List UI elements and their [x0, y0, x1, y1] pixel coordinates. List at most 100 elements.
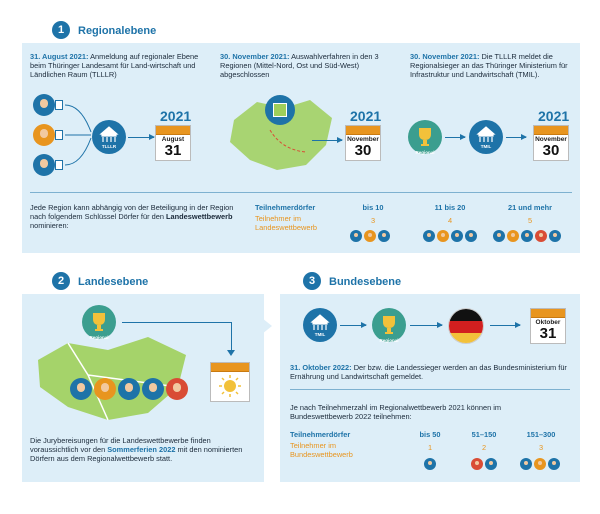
tlllr-label: TLLLR	[101, 144, 117, 149]
avatar	[548, 458, 560, 470]
key-text-post: nominieren:	[30, 221, 69, 231]
avatar	[118, 378, 140, 400]
col2-cal-month: November	[347, 136, 379, 143]
tmil-label: TMIL	[480, 144, 492, 149]
col1-year: 2021	[160, 108, 192, 124]
bracket-2: 11 bis 20	[434, 203, 466, 212]
key-text-pre: Jede Region kann abhängig von der Beteil…	[30, 203, 234, 222]
avatar	[33, 124, 55, 146]
label-teilnehmer: Teilnehmer im Landeswettbewerb	[255, 214, 318, 233]
avatar	[535, 230, 547, 242]
step-2-badge: 2	[52, 272, 70, 290]
col2-year: 2021	[350, 108, 382, 124]
bund-count-2: 2	[481, 443, 487, 452]
avatar	[549, 230, 561, 242]
section-2-title: Landesebene	[78, 276, 149, 288]
col1-cal-month: August	[161, 136, 185, 143]
arrow-icon	[128, 134, 155, 140]
tlllr-building-icon: TLLLR	[92, 120, 126, 154]
col3-desc: Die TLLLR meldet die Regionalsieger an d…	[410, 52, 568, 80]
tmil-building-icon: TMIL	[469, 120, 503, 154]
col3-year: 2021	[538, 108, 570, 124]
tmil-label: TMIL	[314, 332, 326, 337]
count-3: 5	[527, 216, 533, 225]
avatar	[471, 458, 483, 470]
arrow-down-icon	[227, 350, 235, 356]
calendar-icon: Oktober 31	[530, 308, 566, 344]
calendar-icon: November 30	[345, 125, 381, 161]
col1-desc: Anmeldung auf regionaler Ebene beim Thür…	[30, 52, 199, 80]
calendar-icon: August 31	[155, 125, 191, 161]
trophy-icon	[408, 120, 442, 154]
tmil-building-icon: TMIL	[303, 308, 337, 342]
section3-desc: Der bzw. die Landessieger werden an das …	[290, 363, 567, 382]
step-3-badge: 3	[303, 272, 321, 290]
key-text-bold: Landeswettbewerb	[165, 212, 233, 222]
avatar	[364, 230, 376, 242]
section3-cal-day: 31	[539, 325, 557, 342]
avatar	[70, 378, 92, 400]
section2-text-pre: Die Jurybereisungen für die Landeswettbe…	[30, 436, 211, 455]
trophy-icon	[372, 308, 406, 342]
avatar	[94, 378, 116, 400]
section2-text: Die Jurybereisungen für die Landeswettbe…	[30, 436, 258, 464]
section2-text-hl: Sommerferien 2022	[107, 445, 176, 455]
col2-date: 30. November 2021:	[220, 52, 290, 61]
col2-text: 30. November 2021: Auswahlverfahren in d…	[220, 52, 390, 80]
col1-date: 31. August 2021:	[30, 52, 89, 61]
section3-date: 31. Oktober 2022:	[290, 363, 352, 372]
avatar	[437, 230, 449, 242]
avatar	[465, 230, 477, 242]
avatar	[166, 378, 188, 400]
label-dorfer-bund: Teilnehmerdörfer	[290, 430, 351, 439]
avatar	[424, 458, 436, 470]
section3-text: 31. Oktober 2022: Der bzw. die Landessie…	[290, 363, 570, 381]
trophy-label: Regional	[379, 338, 399, 343]
avatar	[520, 458, 532, 470]
bund-count-3: 3	[538, 443, 544, 452]
divider	[30, 192, 572, 193]
label-teilnehmer-bund: Teilnehmer im Bundeswettbewerb	[290, 441, 353, 460]
avatar	[493, 230, 505, 242]
document-icon	[55, 100, 63, 110]
calendar-icon: November 30	[533, 125, 569, 161]
section-1-title: Regionalebene	[78, 25, 157, 37]
avatar	[485, 458, 497, 470]
avatar	[33, 154, 55, 176]
avatar	[33, 94, 55, 116]
bracket-1: bis 10	[362, 203, 384, 212]
key-text: Jede Region kann abhängig von der Beteil…	[30, 203, 235, 231]
flow-lines	[64, 104, 92, 166]
region-map-icon	[230, 100, 332, 170]
avatar	[451, 230, 463, 242]
arrow-icon	[340, 322, 367, 328]
step-1-badge: 1	[52, 21, 70, 39]
avatar	[378, 230, 390, 242]
section2-text-post: mit den nominierten Dörfern aus dem Regi…	[30, 445, 243, 464]
arrow-icon	[445, 134, 466, 140]
flow-line	[122, 322, 232, 323]
bund-bracket-2: 51–150	[471, 430, 497, 439]
avatar	[423, 230, 435, 242]
arrow-icon	[410, 322, 443, 328]
bundestag-flag-icon	[448, 308, 484, 344]
bund-count-1: 1	[427, 443, 433, 452]
col3-text: 30. November 2021: Die TLLLR meldet die …	[410, 52, 575, 80]
summer-calendar-icon	[210, 362, 250, 402]
avatar	[142, 378, 164, 400]
col2-desc: Auswahlverfahren in den 3 Regionen (Mitt…	[220, 52, 379, 80]
avatar	[507, 230, 519, 242]
section-3-title: Bundesebene	[329, 276, 402, 288]
section3-cal-month: Oktober	[535, 319, 561, 326]
col2-cal-day: 30	[354, 142, 372, 159]
document-icon	[55, 130, 63, 140]
flow-line	[231, 322, 232, 352]
col1-cal-day: 31	[164, 142, 182, 159]
bracket-3: 21 und mehr	[508, 203, 552, 212]
map-icon	[273, 103, 287, 117]
bund-bracket-1: bis 50	[419, 430, 441, 439]
bund-bracket-3: 151–300	[526, 430, 556, 439]
avatar	[521, 230, 533, 242]
arrow-icon	[506, 134, 527, 140]
avatar	[534, 458, 546, 470]
